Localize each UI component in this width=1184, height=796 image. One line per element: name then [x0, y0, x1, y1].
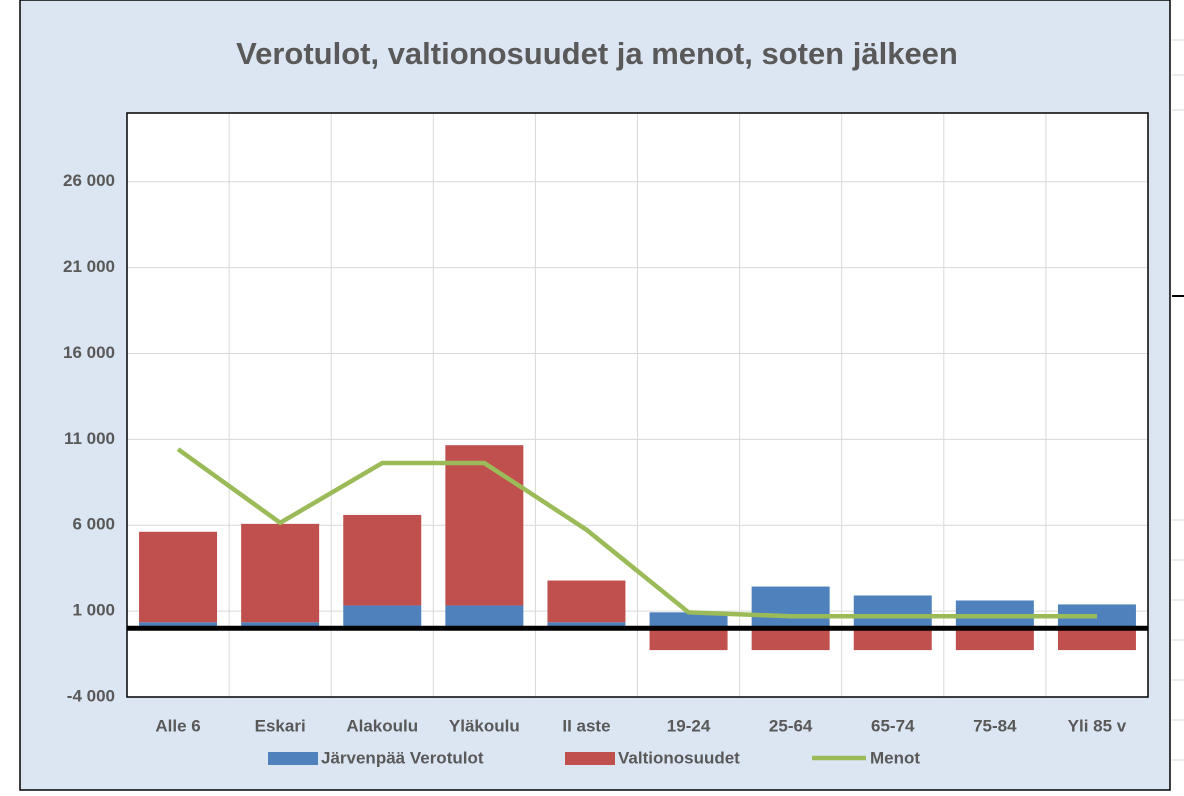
sheet-gridlines: [1172, 39, 1184, 761]
legend-swatch: [565, 752, 615, 765]
bar: [139, 531, 218, 623]
bar: [241, 523, 320, 623]
legend-label: Järvenpää Verotulot: [321, 748, 484, 767]
x-tick-label: Eskari: [255, 716, 306, 735]
y-tick-label: 1 000: [72, 601, 115, 620]
bar: [547, 580, 626, 623]
x-tick-label: 25-64: [769, 716, 813, 735]
bar: [955, 628, 1034, 651]
bar: [1057, 628, 1136, 651]
x-tick-label: Yli 85 v: [1068, 716, 1127, 735]
x-tick-label: Yläkoulu: [449, 716, 520, 735]
bar: [751, 586, 830, 629]
y-tick-label: -4 000: [67, 686, 115, 705]
x-tick-label: 65-74: [871, 716, 915, 735]
legend-label: Menot: [870, 748, 920, 767]
chart-title: Verotulot, valtionosuudet ja menot, sote…: [236, 36, 958, 71]
bar: [343, 514, 422, 606]
y-tick-label: 11 000: [64, 429, 115, 448]
bar: [445, 605, 524, 629]
y-tick-label: 26 000: [63, 171, 115, 190]
legend-label: Valtionosuudet: [618, 748, 740, 767]
x-tick-label: Alle 6: [155, 716, 200, 735]
bar: [751, 628, 830, 651]
x-tick-label: 19-24: [667, 716, 711, 735]
x-tick-label: II aste: [562, 716, 610, 735]
x-tick-label: 75-84: [973, 716, 1017, 735]
y-tick-label: 16 000: [63, 343, 115, 362]
y-tick-label: 21 000: [63, 257, 115, 276]
bar: [649, 628, 728, 651]
bar: [649, 612, 728, 629]
bar: [445, 445, 524, 606]
line-series: [176, 447, 1097, 619]
y-tick-label: 6 000: [72, 515, 115, 534]
bar: [139, 622, 218, 629]
x-tick-label: Alakoulu: [346, 716, 418, 735]
bar: [853, 628, 932, 651]
legend-swatch: [268, 752, 318, 765]
bar: [343, 605, 422, 629]
plot-border: [126, 112, 1149, 698]
bar: [853, 595, 932, 629]
bar: [547, 622, 626, 629]
bar: [241, 622, 320, 629]
